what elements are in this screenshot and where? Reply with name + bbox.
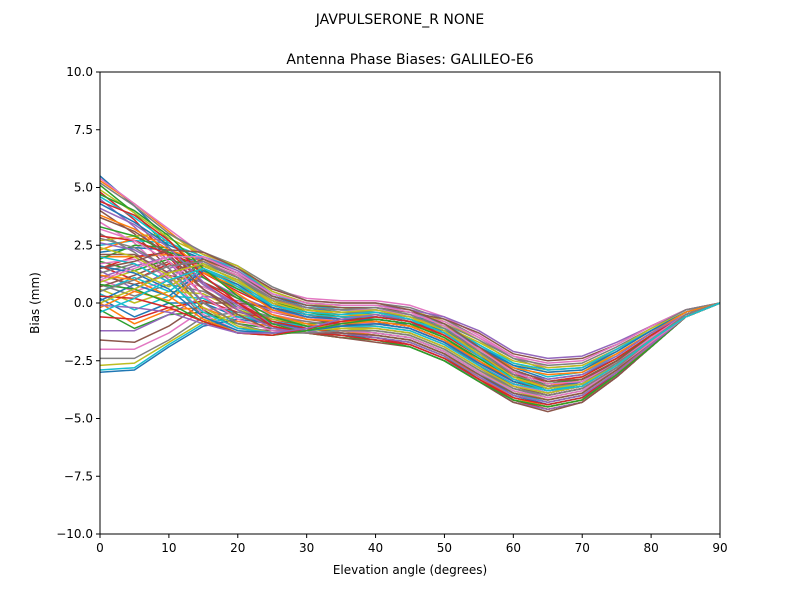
x-tick-label: 40	[368, 541, 383, 555]
y-tick-label: 2.5	[74, 238, 93, 252]
x-axis-ticks: 0 10 20 30 40 50 60 70 80 90	[96, 534, 728, 555]
series-layer	[99, 175, 721, 413]
chart-suptitle: JAVPULSERONE_R NONE	[315, 12, 484, 28]
x-tick-label: 60	[506, 541, 521, 555]
series-line-57	[99, 237, 721, 397]
y-tick-label: 7.5	[74, 123, 93, 137]
y-tick-label: −10.0	[56, 527, 93, 541]
x-axis-label: Elevation angle (degrees)	[333, 563, 487, 577]
x-tick-label: 70	[575, 541, 590, 555]
series-line-54	[99, 207, 721, 404]
series-line-67	[99, 260, 721, 387]
x-tick-label: 20	[230, 541, 245, 555]
series-line-65	[99, 249, 721, 383]
y-tick-label: 0.0	[74, 296, 93, 310]
y-tick-label: −5.0	[64, 412, 93, 426]
x-tick-label: 30	[299, 541, 314, 555]
x-tick-label: 0	[96, 541, 104, 555]
x-tick-label: 90	[712, 541, 727, 555]
y-tick-label: 10.0	[66, 65, 93, 79]
y-tick-label: −7.5	[64, 469, 93, 483]
series-line-63	[99, 295, 721, 383]
y-tick-label: −2.5	[64, 354, 93, 368]
x-tick-label: 10	[161, 541, 176, 555]
y-axis-ticks: −10.0 −7.5 −5.0 −2.5 0.0 2.5 5.0 7.5 10.0	[56, 65, 100, 541]
x-tick-label: 50	[437, 541, 452, 555]
series-line-55	[99, 216, 721, 401]
chart-title: Antenna Phase Biases: GALILEO-E6	[286, 52, 533, 68]
series-line-69	[99, 267, 721, 392]
y-axis-label: Bias (mm)	[28, 272, 42, 334]
x-tick-label: 80	[643, 541, 658, 555]
y-tick-label: 5.0	[74, 181, 93, 195]
